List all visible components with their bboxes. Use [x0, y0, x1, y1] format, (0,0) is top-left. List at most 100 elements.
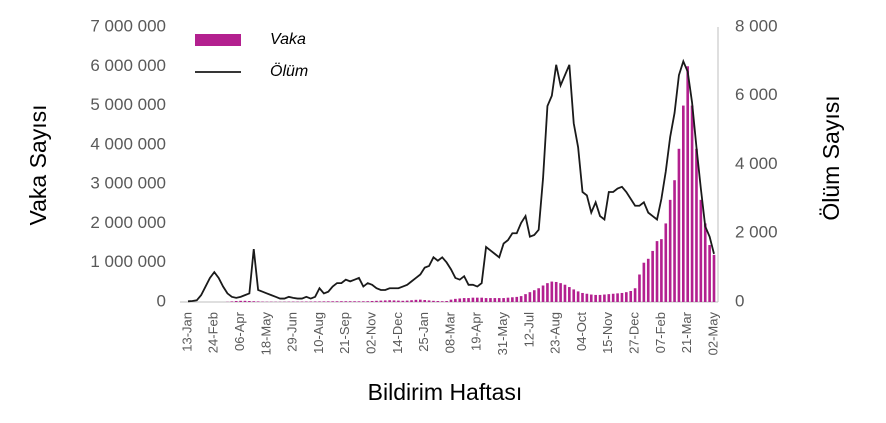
x-tick-label: 21-Sep — [337, 312, 352, 354]
bar — [375, 300, 378, 302]
bar — [230, 301, 234, 302]
bar — [515, 296, 519, 302]
x-tick-label: 29-Jun — [285, 312, 300, 352]
bar — [410, 300, 413, 302]
bar — [655, 241, 659, 302]
bar — [392, 300, 396, 302]
bar — [651, 250, 654, 302]
bar — [383, 300, 387, 302]
bar — [585, 293, 589, 302]
bar — [589, 294, 593, 302]
bar — [660, 239, 663, 302]
bar — [252, 301, 256, 302]
bar — [629, 291, 633, 302]
bar — [633, 288, 637, 302]
bar — [603, 294, 606, 302]
y2-tick-label: 2 000 — [735, 223, 778, 242]
legend-label: Vaka — [270, 31, 306, 48]
y-tick-label: 0 — [157, 291, 166, 310]
bar — [419, 299, 422, 302]
bar — [243, 300, 247, 302]
bar — [695, 148, 698, 302]
y2-tick-label: 0 — [735, 291, 744, 310]
bar — [598, 294, 602, 302]
bar — [664, 223, 668, 302]
bar — [362, 301, 365, 302]
bar — [405, 300, 409, 302]
bar — [607, 294, 611, 302]
legend-swatch — [195, 34, 241, 46]
bar — [497, 298, 501, 302]
x-tick-label: 31-May — [495, 312, 510, 356]
x-tick-label: 08-Mar — [442, 311, 457, 353]
x-tick-label: 04-Oct — [574, 312, 589, 351]
bar — [432, 300, 435, 302]
bar — [690, 105, 694, 302]
y2-tick-label: 8 000 — [735, 16, 778, 35]
bar — [475, 297, 479, 302]
bar — [234, 301, 238, 302]
bar — [682, 105, 685, 302]
y-tick-label: 1 000 000 — [90, 252, 166, 271]
bar — [480, 297, 483, 302]
bar — [524, 294, 527, 302]
bar — [708, 245, 711, 302]
bar — [537, 288, 540, 302]
bar — [625, 292, 628, 302]
bar — [348, 301, 352, 302]
bar — [611, 293, 615, 302]
bar — [256, 301, 260, 302]
bar — [616, 293, 619, 302]
bar — [467, 298, 470, 302]
bar — [572, 289, 576, 302]
bar — [532, 290, 536, 302]
y-tick-label: 2 000 000 — [90, 213, 166, 232]
bar — [366, 301, 370, 302]
bar — [519, 296, 523, 302]
bar — [493, 298, 497, 302]
bar — [388, 300, 391, 302]
bar — [668, 199, 672, 302]
bar — [397, 300, 400, 302]
bar — [427, 300, 431, 302]
bar — [458, 298, 462, 302]
bar — [379, 300, 383, 302]
bar — [541, 285, 545, 302]
bar — [414, 299, 418, 302]
bar — [642, 262, 646, 302]
y2-tick-label: 6 000 — [735, 85, 778, 104]
bar — [309, 301, 313, 302]
bar — [638, 274, 641, 302]
x-axis-title: Bildirim Haftası — [368, 379, 523, 405]
bar — [506, 297, 510, 302]
bar — [620, 292, 624, 302]
bar — [313, 301, 317, 302]
bar — [581, 292, 584, 302]
x-tick-label: 02-Nov — [364, 312, 379, 354]
bar — [673, 180, 676, 302]
bar — [568, 287, 571, 302]
bar — [484, 298, 488, 302]
y2-axis-title: Ölüm Sayısı — [818, 95, 844, 220]
x-tick-label: 25-Jan — [416, 312, 431, 352]
bar — [546, 283, 549, 302]
bar — [344, 301, 348, 302]
x-tick-label: 27-Dec — [627, 312, 642, 354]
bar — [489, 298, 492, 302]
bar — [318, 301, 321, 302]
bar — [326, 301, 330, 302]
bar — [594, 294, 597, 302]
bar — [454, 298, 457, 302]
bar — [703, 223, 707, 302]
bar — [686, 66, 690, 303]
bar — [511, 297, 514, 302]
bar — [248, 301, 251, 302]
bar — [550, 281, 554, 302]
bar — [449, 299, 453, 302]
y-tick-label: 7 000 000 — [90, 16, 166, 35]
bar — [528, 292, 532, 302]
x-tick-label: 06-Apr — [232, 311, 247, 351]
x-tick-label: 23-Aug — [548, 312, 563, 354]
bar — [340, 301, 343, 302]
